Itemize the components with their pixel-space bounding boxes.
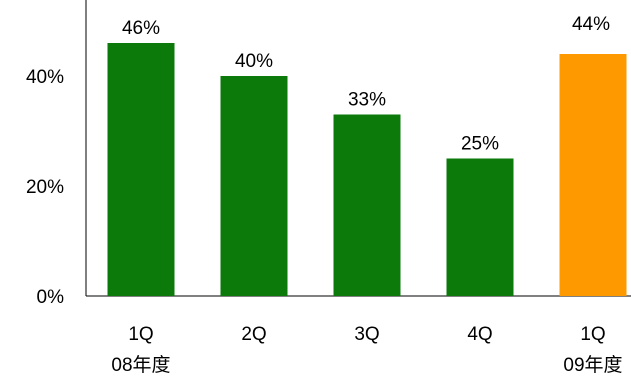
x-tick-label-3: 3Q [354,324,379,345]
bar-4 [446,158,514,296]
x-tick-label-1: 1Q [128,324,153,345]
top-value-label: 44% [572,14,610,35]
x-tick-label-5: 1Q [580,324,605,345]
bar-3 [333,114,401,296]
x-tick-label-2: 2Q [241,324,266,345]
x-tick-sublabel-5: 09年度 [563,354,622,376]
y-tick-label-3: 40% [26,67,64,88]
bar-2 [220,76,288,296]
data-label-4: 25% [461,134,499,155]
data-label-3: 33% [348,90,386,111]
y-tick-label-1: 0% [37,287,65,308]
bar-5 [559,54,627,296]
data-label-2: 40% [235,51,273,72]
data-label-1: 46% [122,18,160,39]
x-tick-sublabel-1: 08年度 [111,354,170,376]
bar-1 [107,43,175,296]
y-tick-label-2: 20% [26,177,64,198]
x-tick-label-4: 4Q [467,324,492,345]
